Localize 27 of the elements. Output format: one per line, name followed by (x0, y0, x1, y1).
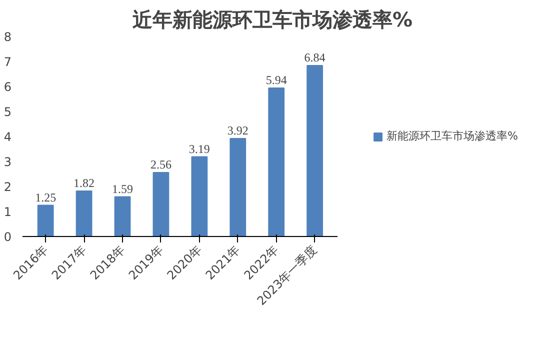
bar (76, 190, 92, 236)
bar (230, 138, 246, 236)
y-tick-label: 8 (4, 30, 12, 44)
y-tick-label: 3 (4, 155, 12, 169)
bar (306, 65, 323, 236)
data-label: 3.19 (188, 142, 210, 156)
data-label: 2.56 (150, 158, 172, 172)
chart-title: 近年新能源环卫车市场渗透率% (131, 8, 413, 32)
bar (191, 156, 208, 236)
bar (114, 196, 131, 236)
data-label: 3.92 (227, 124, 248, 138)
y-tick-label: 7 (4, 55, 12, 69)
data-label: 6.84 (304, 50, 326, 64)
legend-label: 新能源环卫车市场渗透率% (386, 128, 518, 144)
y-tick-label: 6 (4, 80, 12, 94)
y-tick-label: 2 (4, 180, 12, 194)
data-label: 1.59 (112, 182, 133, 196)
data-label: 1.25 (35, 190, 56, 204)
data-label: 5.94 (266, 73, 287, 87)
data-label: 1.82 (74, 176, 95, 190)
bar (152, 172, 170, 236)
bar (37, 204, 54, 236)
y-tick-label: 5 (4, 105, 12, 119)
y-tick-label: 0 (4, 230, 12, 244)
bar (268, 88, 285, 236)
y-tick-label: 1 (4, 205, 12, 219)
y-tick-label: 4 (4, 130, 12, 144)
